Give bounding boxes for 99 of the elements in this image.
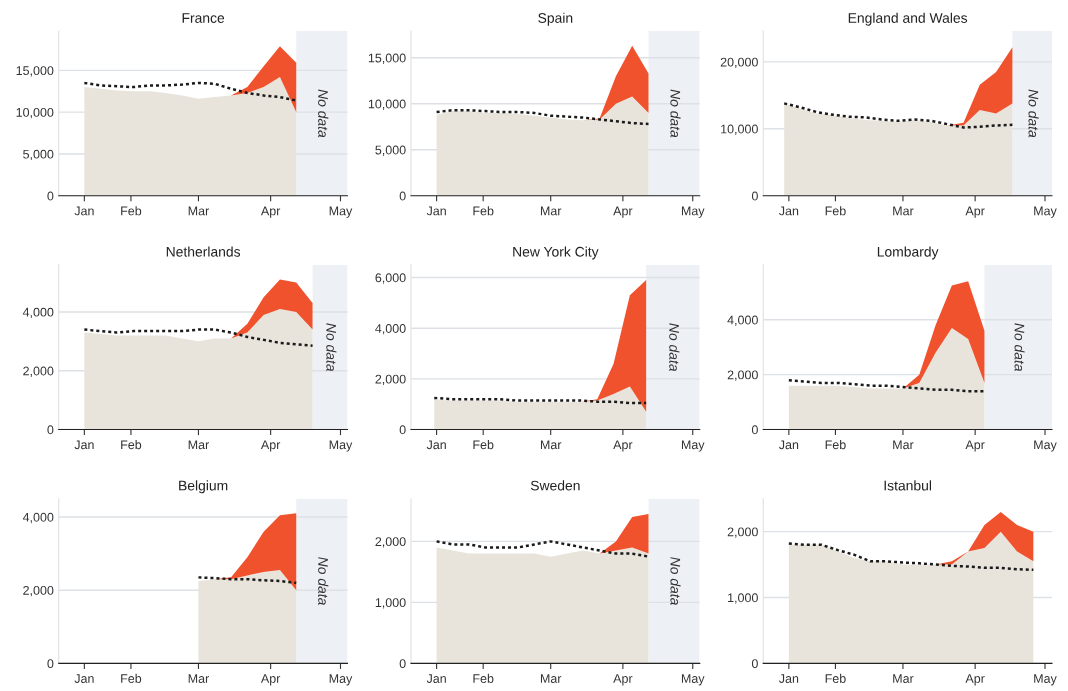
y-tick-label: 4,000 — [22, 307, 54, 319]
y-tick-label: 0 — [47, 425, 54, 435]
x-tick-label: Apr — [965, 440, 985, 452]
y-tick-label: 4,000 — [727, 315, 758, 326]
y-tick-label: 0 — [751, 425, 758, 435]
x-tick-label: Apr — [260, 206, 281, 218]
x-tick-label: Feb — [121, 439, 142, 450]
x-tick-label: Jan — [426, 206, 446, 216]
x-tick-label: May — [329, 206, 353, 218]
x-tick-label: Feb — [473, 439, 494, 450]
y-tick-label: 5,000 — [375, 145, 406, 156]
x-tick-label: Feb — [825, 206, 846, 216]
chart-title: Istanbul — [884, 480, 932, 491]
x-tick-label: Jan — [778, 206, 799, 216]
x-tick-label: May — [1034, 440, 1057, 452]
x-tick-label: Feb — [473, 206, 494, 216]
x-tick-label: Apr — [965, 674, 985, 686]
y-tick-label: 1,000 — [728, 593, 758, 604]
x-tick-label: Mar — [188, 206, 210, 216]
x-tick-label: Mar — [540, 674, 562, 683]
y-tick-label: 4,000 — [22, 512, 54, 524]
chart-title: Lombardy — [877, 246, 939, 260]
band-label: No data — [669, 323, 680, 372]
line-series — [787, 542, 1035, 572]
x-tick-label: Apr — [613, 674, 633, 686]
x-tick-label: Jan — [426, 674, 446, 683]
chart-title: Sweden — [530, 480, 580, 491]
y-tick-label: 2,000 — [23, 366, 54, 377]
chart-title: Belgium — [179, 480, 228, 494]
band-label: No data — [670, 557, 681, 605]
x-tick-label: Jan — [426, 440, 446, 450]
band-label: No data — [326, 323, 337, 372]
x-tick-label: Mar — [893, 206, 914, 216]
x-tick-label: May — [681, 206, 705, 218]
x-tick-label: Feb — [473, 673, 494, 683]
y-tick-label: 0 — [399, 425, 406, 435]
line-series — [782, 102, 1014, 129]
x-tick-label: Jan — [74, 206, 94, 216]
y-tick-label: 0 — [47, 191, 54, 201]
x-tick-label: May — [681, 674, 705, 686]
line-series — [787, 378, 986, 393]
x-tick-label: Jan — [74, 674, 94, 683]
x-tick-label: Feb — [121, 206, 142, 216]
x-tick-label: Feb — [121, 673, 142, 683]
y-tick-label: 5,000 — [23, 149, 54, 161]
y-tick-label: 0 — [399, 659, 406, 669]
x-tick-label: Mar — [188, 674, 210, 683]
y-tick-label: 0 — [751, 191, 758, 201]
line-series — [435, 108, 650, 126]
y-tick-label: 1,000 — [375, 598, 406, 609]
band-label: No data — [1014, 323, 1025, 372]
x-tick-label: Feb — [825, 673, 846, 683]
y-tick-label: 20,000 — [720, 57, 758, 69]
x-tick-label: Mar — [540, 440, 562, 450]
x-tick-label: Apr — [260, 440, 281, 452]
y-tick-label: 0 — [399, 191, 406, 201]
x-tick-label: Mar — [540, 206, 562, 216]
x-tick-label: Jan — [74, 440, 94, 450]
x-tick-label: May — [329, 674, 353, 686]
x-tick-label: Mar — [893, 674, 914, 683]
y-tick-label: 2,000 — [727, 370, 758, 381]
x-tick-label: Apr — [613, 440, 633, 452]
line-series — [83, 328, 314, 348]
y-tick-label: 10,000 — [368, 99, 406, 110]
band-label: No data — [318, 557, 329, 605]
y-tick-label: 2,000 — [375, 537, 406, 548]
y-tick-label: 10,000 — [16, 107, 54, 119]
y-tick-label: 0 — [751, 659, 758, 669]
line-series — [83, 81, 298, 102]
x-tick-label: May — [1034, 674, 1057, 686]
chart-title: Netherlands — [166, 246, 241, 257]
x-tick-label: Feb — [825, 439, 846, 450]
band-label: No data — [318, 89, 329, 138]
chart-title: Spain — [538, 12, 573, 26]
y-tick-label: 2,000 — [727, 527, 758, 538]
x-tick-label: May — [681, 440, 705, 452]
x-tick-label: Jan — [778, 440, 799, 450]
y-tick-label: 10,000 — [721, 124, 758, 135]
y-tick-label: 6,000 — [375, 273, 406, 284]
x-tick-label: Mar — [188, 440, 210, 450]
band-label: No data — [1028, 89, 1039, 138]
x-tick-label: Apr — [613, 206, 633, 218]
x-tick-label: Apr — [965, 206, 985, 218]
x-tick-label: Apr — [260, 674, 281, 686]
y-tick-label: 4,000 — [375, 324, 406, 335]
chart-title: England and Wales — [848, 12, 968, 26]
x-tick-label: May — [329, 440, 353, 452]
y-tick-label: 0 — [47, 659, 54, 669]
y-tick-label: 15,000 — [16, 66, 54, 77]
x-tick-label: May — [1034, 206, 1057, 218]
y-tick-label: 15,000 — [368, 53, 406, 64]
chart-title: New York City — [513, 246, 599, 260]
chart-title: France — [182, 13, 225, 23]
line-series — [435, 540, 650, 558]
y-tick-label: 2,000 — [375, 374, 406, 386]
x-tick-label: Jan — [778, 674, 799, 683]
x-tick-label: Mar — [893, 440, 914, 450]
y-tick-label: 2,000 — [23, 585, 54, 597]
band-label: No data — [670, 89, 681, 138]
